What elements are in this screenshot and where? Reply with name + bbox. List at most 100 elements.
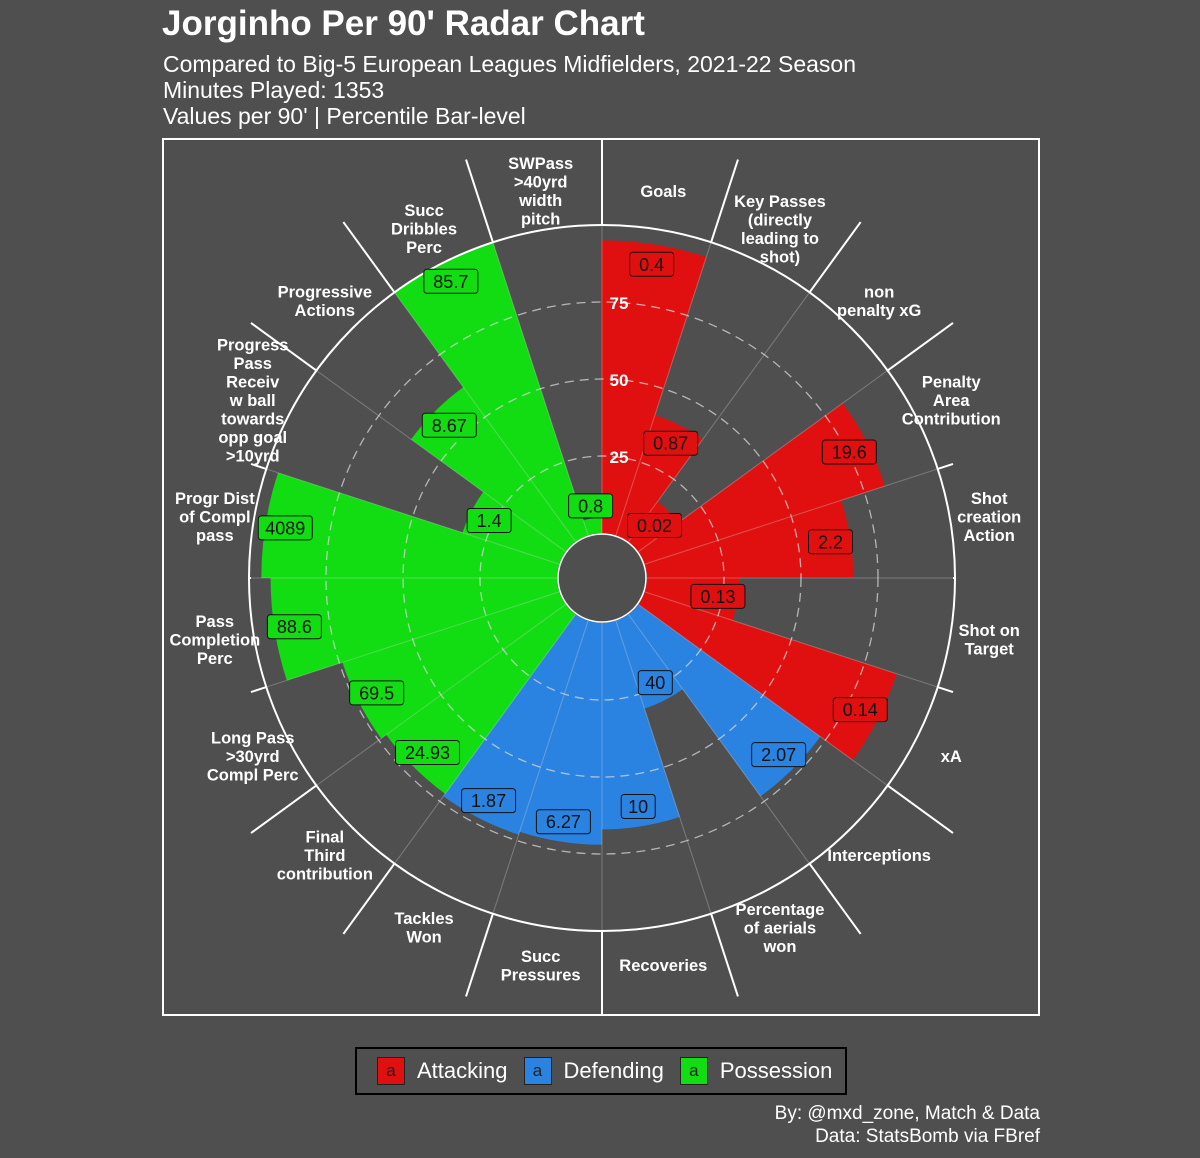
bar-xa: [638, 591, 897, 761]
category-label-aerials: Percentage of aerials won: [735, 901, 824, 956]
category-label-long-pass: Long Pass >30yrd Compl Perc: [207, 729, 299, 784]
spoke: [465, 159, 494, 243]
value-box-swpass: [568, 493, 614, 519]
separator-inner: [628, 292, 810, 542]
center-hole: [557, 533, 647, 623]
spoke: [886, 784, 954, 834]
value-label-succ-pressures: 6.27: [546, 812, 581, 832]
spoke: [710, 913, 739, 997]
chart-title: Jorginho Per 90' Radar Chart: [162, 4, 645, 43]
value-label-succ-dribbles: 85.7: [433, 272, 468, 292]
value-label-recoveries: 10: [628, 797, 648, 817]
value-box-npxg: [627, 512, 683, 538]
category-label-xa: xA: [941, 748, 962, 766]
category-label-progressive-actions: Progressive Actions: [278, 284, 372, 321]
spoke: [808, 221, 862, 294]
value-box-shot-on-target: [690, 583, 746, 609]
legend-item-possession: a Possession: [679, 1057, 833, 1085]
value-box-final-third: [395, 739, 461, 765]
bar-sca: [644, 500, 854, 578]
legend-item-defending: a Defending: [523, 1057, 664, 1085]
value-box-long-pass: [349, 680, 405, 706]
value-box-interceptions: [751, 742, 807, 768]
category-label-penalty-area: Penalty Area Contribution: [902, 374, 1001, 429]
value-label-Goals: 0.4: [639, 255, 664, 275]
spoke: [937, 686, 954, 693]
category-label-sca: Shot creation Action: [957, 490, 1021, 545]
value-box-key-passes: [643, 430, 699, 456]
caption-source: Data: StatsBomb via FBref: [815, 1126, 1040, 1147]
gridline-75: [325, 301, 879, 855]
value-box-succ-pressures: [535, 809, 591, 835]
category-label-key-passes: Key Passes (directly leading to shot): [734, 193, 826, 267]
separator-inner: [266, 468, 560, 565]
value-box-pass-completion: [266, 614, 322, 640]
value-box-tackles-won: [461, 788, 517, 814]
legend-key-attacking: a: [377, 1057, 405, 1085]
spoke: [886, 322, 954, 372]
value-label-xa: 0.14: [843, 700, 878, 720]
value-label-swpass: 0.8: [578, 496, 603, 516]
value-box-succ-dribbles: [423, 268, 479, 294]
category-label-progress-pass-receiv: Progress Pass Receiv w ball towards opp goal >…: [217, 337, 289, 466]
category-label-tackles-won: Tackles Won: [394, 910, 453, 947]
separator-inner: [638, 604, 888, 786]
radar-chart: 25 50 75 0.4 0.87 0.02 19.6 2.2 0.13 0.14 2.07 40 10…: [169, 140, 1021, 1014]
bar-swpass: [583, 517, 602, 536]
gridline-label-50: 50: [610, 371, 629, 390]
category-label-succ-pressures: Succ Pressures: [501, 948, 581, 985]
separator-inner: [394, 292, 576, 542]
spoke: [250, 686, 267, 693]
value-label-npxg: 0.02: [637, 516, 672, 536]
legend-label-possession: Possession: [719, 1058, 833, 1083]
separator-inner: [492, 242, 589, 536]
spoke: [710, 159, 739, 243]
spoke: [250, 322, 318, 372]
gridline-label-75: 75: [610, 294, 629, 313]
spoke: [250, 463, 267, 470]
gridline-25: [479, 455, 725, 701]
gridline-50: [402, 378, 802, 778]
value-label-penalty-area: 19.6: [832, 442, 867, 462]
separator-inner: [492, 620, 589, 914]
value-box-xa: [832, 697, 888, 723]
spoke: [937, 463, 954, 470]
spoke: [808, 862, 862, 935]
legend: a Attacking a Defending a Possession: [355, 1047, 847, 1095]
spoke: [465, 913, 494, 997]
value-box-progr-dist: [257, 515, 313, 541]
value-box-Goals: [629, 251, 675, 277]
spoke: [342, 221, 396, 294]
chart-panel: 25 50 75 0.4 0.87 0.02 19.6 2.2 0.13 0.14 2.07 40 10…: [162, 138, 1040, 1016]
value-label-interceptions: 2.07: [761, 745, 796, 765]
bar-succ-dribbles: [394, 242, 589, 542]
separator-inner: [615, 620, 712, 914]
caption-author: By: @mxd_zone, Match & Data: [774, 1103, 1040, 1124]
value-label-long-pass: 69.5: [359, 683, 394, 703]
category-label-recoveries: Recoveries: [619, 957, 707, 975]
minutes-played: Minutes Played: 1353: [163, 77, 385, 103]
category-label-final-third: Final Third contribution: [277, 829, 373, 884]
value-box-progress-pass-receiv: [466, 508, 512, 534]
value-box-penalty-area: [821, 439, 877, 465]
bar-tackles-won: [443, 614, 589, 835]
category-label-succ-dribbles: Succ Dribbles Perc: [391, 202, 457, 257]
separator-inner: [394, 614, 576, 864]
category-label-pass-completion: Pass Completion Perc: [169, 613, 260, 668]
value-label-key-passes: 0.87: [653, 434, 688, 454]
category-label-npxg: non penalty xG: [837, 284, 921, 321]
legend-key-possession: a: [679, 1057, 708, 1085]
value-label-pass-completion: 88.6: [277, 617, 312, 637]
spoke: [250, 784, 318, 834]
separator-inner: [628, 614, 810, 864]
legend-label-defending: Defending: [563, 1058, 664, 1083]
value-label-sca: 2.2: [818, 532, 843, 552]
separator-inner: [266, 591, 560, 688]
gridline-label-25: 25: [610, 448, 629, 467]
category-label-interceptions: Interceptions: [827, 847, 931, 865]
value-label-progressive-actions: 8.67: [432, 416, 467, 436]
separator-inner: [316, 370, 566, 552]
category-label-swpass: SWPass >40yrd width pitch: [508, 155, 573, 229]
value-label-tackles-won: 1.87: [471, 791, 506, 811]
bar-recoveries: [602, 620, 680, 830]
